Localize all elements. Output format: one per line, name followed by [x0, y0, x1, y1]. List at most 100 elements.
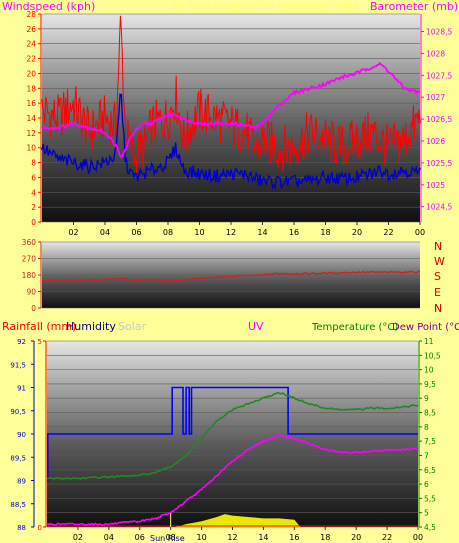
wind-direction-axis: 0 90 180 270 360: [22, 238, 42, 313]
humidity-tick-label: 91,5: [10, 361, 26, 369]
temperature-time-axis: 02 04 06 08 10 12 14 16 18 20 22 00: [73, 527, 423, 542]
temperature-tick-label: 11: [424, 337, 434, 346]
barometer-tick-label: 1024,5: [426, 203, 452, 212]
humidity-tick-label: 89,5: [10, 454, 26, 462]
humidity-tick-label: 89: [17, 478, 26, 486]
windspeed-tick-label: 10: [26, 144, 36, 153]
temperature-tick-label: 8,5: [424, 409, 436, 418]
wind-time-axis: 02 04 06 08 10 12 14 16 18 20 22 00: [68, 222, 425, 237]
temperature-tick-label: 8: [424, 423, 429, 432]
temperature-time-tick-label: 00: [413, 533, 423, 542]
barometer-tick-label: 1027: [426, 93, 445, 102]
compass-letter-1: N: [434, 240, 442, 253]
temperature-axis-label: Temperature (°C): [311, 322, 398, 333]
wind-average-line: [41, 93, 421, 191]
wind-direction-grid: [42, 241, 420, 309]
temperature-axis: 4,5 5 5,5 6 6,5 7 7,5 8 8,5 9 9,5 10 10,5 11: [418, 337, 441, 532]
wind-direction-tick-label: 0: [31, 304, 36, 313]
wind-time-tick-label: 18: [320, 228, 330, 237]
temperature-time-tick-label: 14: [258, 533, 268, 542]
temperature-tick-label: 6,5: [424, 466, 436, 475]
wind-time-tick-label: 04: [100, 228, 110, 237]
humidity-axis: 88 88,5 89 89,5 90 90,5 91 91,5 92: [10, 338, 35, 532]
wind-time-tick-label: 22: [383, 228, 393, 237]
humidity-tick-label: 90,5: [10, 408, 26, 416]
rainfall-axis-label: Rainfall (mm): [2, 320, 76, 333]
temperature-time-tick-label: 12: [227, 533, 237, 542]
humidity-axis-label: Humidity: [66, 320, 116, 333]
wind-time-tick-label: 06: [131, 228, 141, 237]
rainfall-axis: 05: [38, 338, 47, 532]
temperature-time-tick-label: 10: [196, 533, 206, 542]
windspeed-tick-label: 22: [26, 55, 36, 64]
windspeed-axis-label: Windspeed (kph): [2, 0, 95, 13]
temperature-tick-label: 10,5: [424, 351, 441, 360]
barometer-tick-label: 1025: [426, 181, 445, 190]
windspeed-tick-label: 0: [31, 218, 36, 227]
barometer-tick-label: 1028: [426, 49, 445, 58]
humidity-tick-label: 91: [17, 385, 26, 393]
compass-letter-3: S: [434, 270, 441, 283]
wind-time-tick-label: 20: [352, 228, 362, 237]
compass-letters: N W S E N: [434, 240, 445, 315]
temperature-tick-label: 10: [424, 366, 434, 375]
solar-axis-label: Solar: [118, 320, 147, 333]
temperature-line: [46, 391, 419, 481]
barometer-tick-label: 1025,5: [426, 159, 452, 168]
temperature-tick-label: 9,5: [424, 380, 436, 389]
temperature-time-tick-label: 06: [135, 533, 145, 542]
wind-barometer-series: [41, 15, 421, 191]
compass-letter-5: N: [434, 302, 442, 315]
solar-area: [175, 514, 301, 527]
windspeed-tick-label: 14: [26, 114, 36, 123]
windspeed-tick-label: 6: [31, 173, 36, 182]
windspeed-tick-label: 2: [31, 203, 36, 212]
compass-letter-4: E: [434, 286, 441, 299]
compass-letter-2: W: [434, 255, 445, 268]
barometer-tick-label: 1026,5: [426, 115, 452, 124]
humidity-tick-label: 88,5: [10, 501, 26, 509]
windspeed-tick-label: 26: [26, 25, 36, 34]
dew-point-axis-label: Dew Point (°C): [392, 322, 459, 333]
wind-direction-line: [41, 270, 421, 283]
wind-direction-tick-label: 360: [22, 238, 37, 247]
windspeed-tick-label: 16: [26, 99, 36, 108]
wind-direction-tick-label: 270: [22, 255, 37, 264]
wind-time-tick-label: 10: [194, 228, 204, 237]
wind-time-tick-label: 14: [257, 228, 267, 237]
temperature-tick-label: 7,5: [424, 437, 436, 446]
temperature-tick-label: 9: [424, 394, 429, 403]
windspeed-line: [41, 15, 421, 176]
temperature-tick-label: 5,5: [424, 494, 436, 503]
wind-time-tick-label: 00: [415, 228, 425, 237]
solar-series: [175, 514, 301, 527]
rainfall-tick-label: 0: [38, 524, 42, 532]
wind-direction-series: [41, 270, 421, 283]
windspeed-tick-label: 28: [26, 10, 36, 19]
uv-axis-label: UV: [248, 320, 264, 333]
barometer-axis-label: Barometer (mb): [370, 0, 458, 13]
wind-direction-tick-label: 180: [22, 271, 37, 280]
temperature-tick-label: 5: [424, 509, 429, 518]
temperature-time-tick-label: 16: [289, 533, 299, 542]
humidity-line: [46, 386, 418, 482]
humidity-tick-label: 92: [17, 338, 26, 346]
temperature-time-tick-label: 08: [166, 533, 176, 542]
barometer-line: [41, 61, 421, 159]
wind-time-tick-label: 16: [289, 228, 299, 237]
temperature-tick-label: 6: [424, 480, 429, 489]
wind-time-tick-label: 02: [68, 228, 78, 237]
windspeed-tick-label: 4: [31, 188, 36, 197]
temperature-time-tick-label: 22: [382, 533, 392, 542]
barometer-tick-label: 1027,5: [426, 71, 452, 80]
windspeed-tick-label: 8: [31, 159, 36, 168]
humidity-tick-label: 90: [17, 431, 26, 439]
dew-point-line: [46, 434, 419, 527]
wind-time-tick-label: 08: [163, 228, 173, 237]
wind-time-tick-label: 12: [226, 228, 236, 237]
sun-rise-label: Sun Rise: [150, 534, 185, 543]
windspeed-tick-label: 12: [26, 129, 36, 138]
barometer-axis: 1024,5 1025 1025,5 1026 1026,5 1027 1027,5 1028…: [420, 14, 452, 222]
